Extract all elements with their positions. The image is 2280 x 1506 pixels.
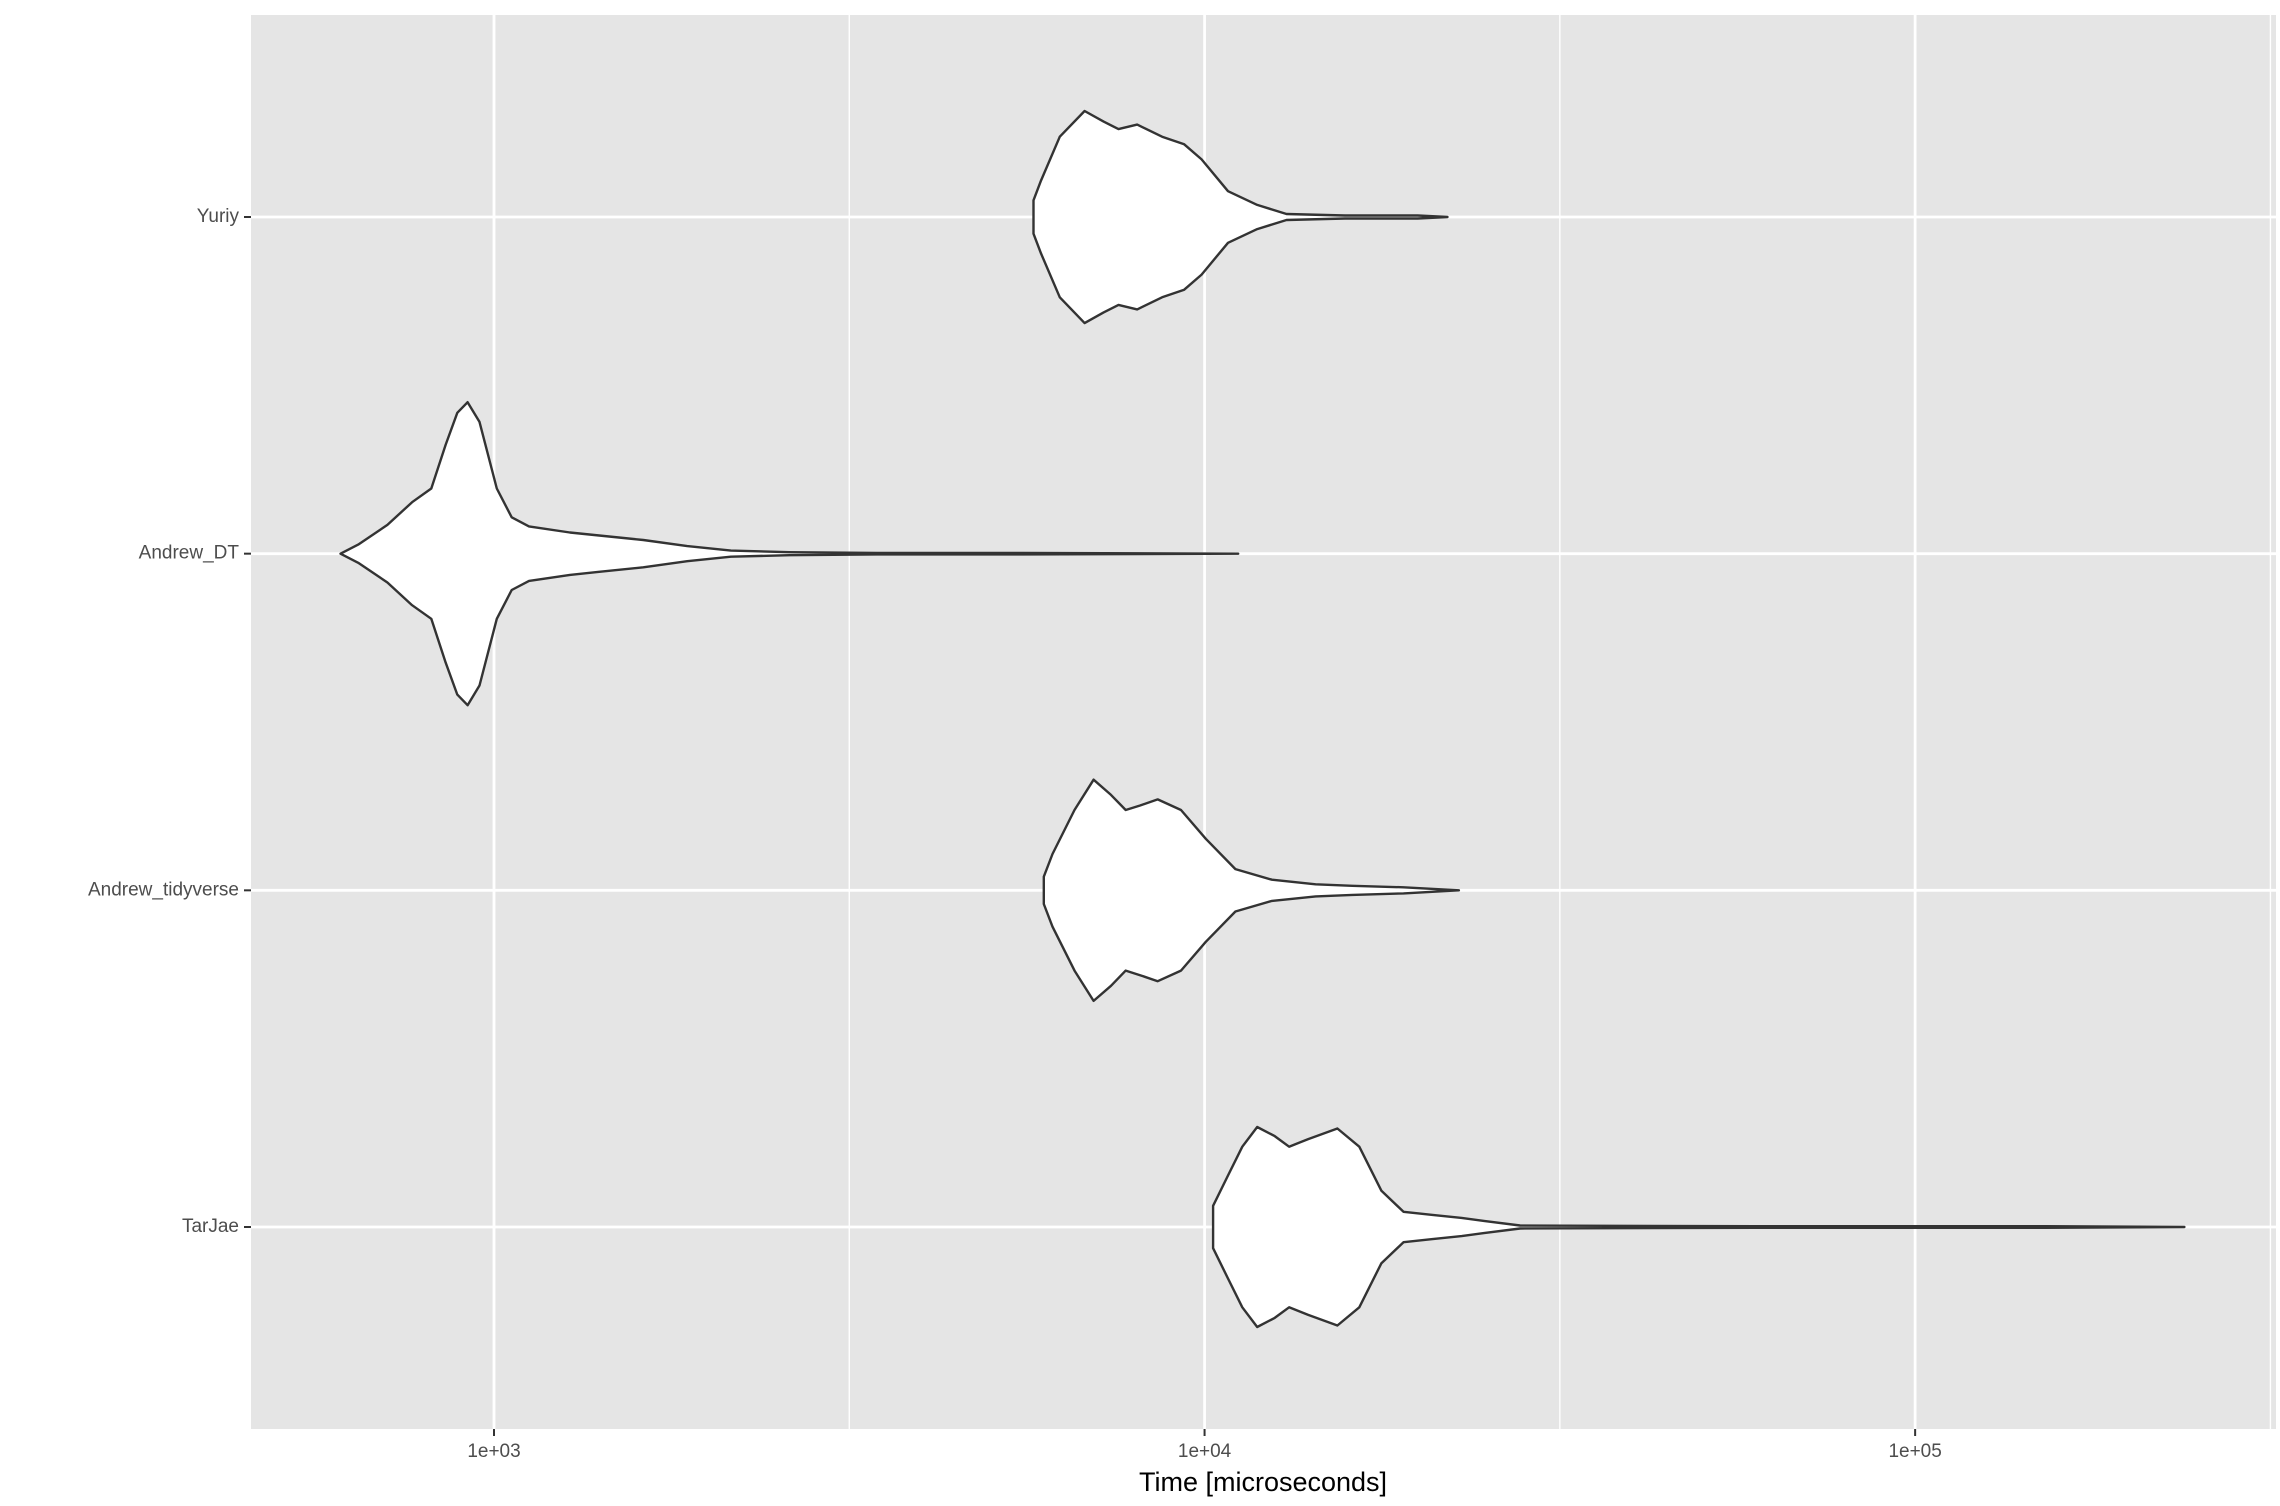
y-tick-label: TarJae	[182, 1216, 239, 1237]
violin	[1032, 109, 1449, 325]
x-axis-title: Time [microseconds]	[1139, 1467, 1387, 1497]
violin	[1042, 778, 1461, 1003]
violin	[1211, 1125, 2186, 1329]
y-tick-label: Andrew_DT	[139, 543, 240, 564]
x-tick-label: 1e+05	[1888, 1441, 1941, 1462]
plot: 1e+03 1e+04 1e+05 TarJae Andrew_tidyverse And…	[88, 15, 2276, 1462]
violin	[339, 401, 1240, 707]
x-tick-label: 1e+03	[467, 1441, 520, 1462]
y-tick-label: Yuriy	[197, 206, 240, 227]
x-tick-label: 1e+04	[1178, 1441, 1232, 1462]
y-tick-label: Andrew_tidyverse	[88, 879, 239, 900]
